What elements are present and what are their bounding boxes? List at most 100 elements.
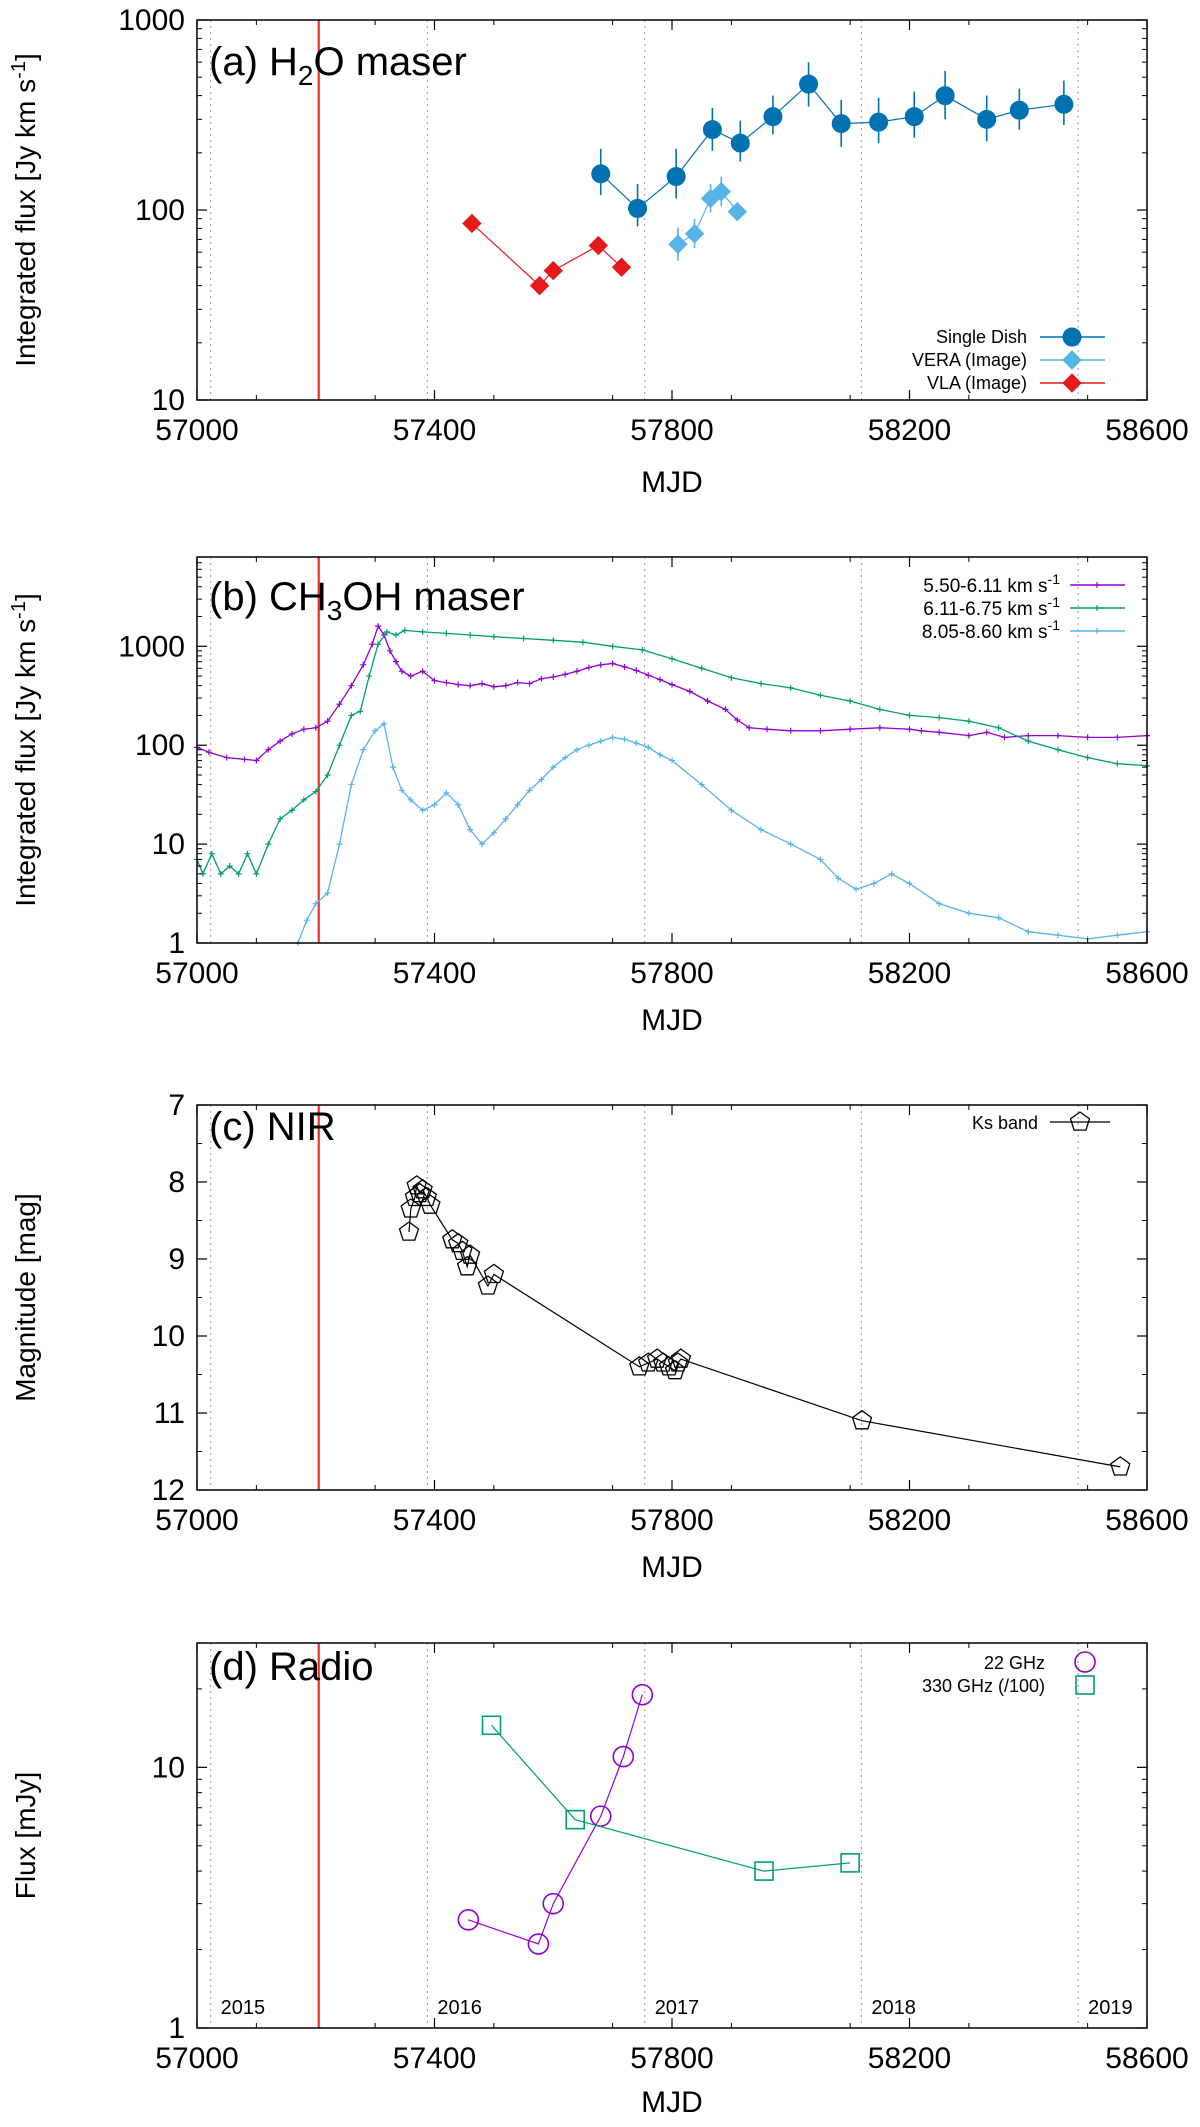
legend-marker [1069,1111,1091,1131]
x-tick-label: 57400 [393,2042,476,2075]
data-point [467,632,474,639]
data-point [633,667,640,674]
data-point [514,679,521,686]
data-point [633,740,640,747]
data-point [443,789,450,796]
legend-marker [1094,605,1100,611]
data-point [467,826,474,833]
data-point [300,796,307,803]
data-point [357,708,364,715]
data-point [876,724,883,731]
data-point [591,164,611,184]
data-point [787,727,794,734]
data-point [348,682,355,689]
legend-marker [1094,582,1100,588]
x-tick-label: 57000 [155,2042,238,2075]
data-point [585,664,592,671]
data-point [853,886,860,893]
data-point [666,167,686,187]
data-point [1025,738,1032,745]
y-tick-label: 10 [152,828,185,861]
panel-c-nir: 57000 57400 57800 58200 58600 7 8 9 10 11 12 (c) N… [10,1089,1189,1584]
series-330-ghz-100- [481,1715,860,1881]
data-point [669,681,675,688]
data-point [965,718,972,725]
x-tick-label: 58200 [868,2042,951,2075]
panel-title: (d) Radio [209,1645,374,1689]
data-point [831,114,851,134]
data-point [336,742,343,749]
y-tick-label: 9 [168,1243,185,1276]
panel-b-ch3oh-maser: 57000 57400 57800 58200 58600 1 10 100 1000 (b) … [8,556,1189,1037]
y-tick-label: 7 [168,1089,185,1122]
series-ks-band [398,1175,1131,1476]
data-point [479,680,485,687]
data-point [253,870,260,877]
data-point [588,235,609,256]
x-tick-label: 58600 [1105,1504,1188,1537]
data-point [1114,760,1121,767]
series-5-50-6-11-km-s-1 [194,623,1150,764]
data-point [754,1861,774,1881]
data-point [758,680,765,687]
data-point [787,841,794,848]
data-point [965,732,972,739]
x-tick-label: 57400 [393,1504,476,1537]
data-point [669,757,675,764]
y-tick-label: 12 [152,1474,185,1507]
data-point [381,720,388,727]
x-axis-label: MJD [641,2086,703,2119]
series-6-11-6-75-km-s-1 [194,627,1150,877]
x-tick-label: 58600 [1105,2042,1188,2075]
data-point [462,213,482,234]
data-point [935,86,955,106]
data-point [684,224,705,244]
data-point [289,730,295,737]
data-point [241,756,248,763]
data-point [502,682,509,689]
y-tick-label: 1000 [118,4,185,37]
data-point [392,632,399,639]
data-point [799,74,819,94]
data-point [416,1186,438,1207]
data-point [574,746,580,753]
data-point [538,776,545,783]
data-point [1009,100,1029,120]
data-point [888,870,895,877]
data-point [1001,734,1008,741]
data-point [629,1355,650,1376]
data-point [419,807,426,814]
data-point [369,641,376,648]
data-point [787,684,794,691]
data-point [995,914,1002,921]
data-point [704,697,711,704]
legend: Ks band [972,1111,1110,1133]
data-point [372,727,379,734]
panel-title: (a) H2O maser [209,40,467,91]
data-point [312,900,319,907]
data-point [936,900,943,907]
data-point [300,726,307,733]
legend: 22 GHz 330 GHz (/100) [922,1651,1096,1696]
data-point [205,749,212,756]
data-point [562,754,569,761]
data-point [631,1683,654,1706]
data-point [840,1853,860,1873]
data-point [698,781,705,788]
data-point [906,726,913,733]
data-point [398,668,405,675]
data-point [906,880,913,887]
data-point [727,201,748,222]
y-axis-label: Magnitude [mag] [10,1193,41,1402]
data-point [490,633,497,640]
series-line [196,629,1148,876]
data-point [702,120,722,140]
data-point [217,870,224,877]
legend-label: Ks band [972,1113,1038,1133]
y-tick-label: 10 [152,1320,185,1353]
data-point [817,692,824,699]
data-point [407,673,414,680]
data-point [550,673,557,680]
legend: Single Dish VERA (Image) VLA (Image) [912,327,1105,393]
data-point [983,729,990,736]
